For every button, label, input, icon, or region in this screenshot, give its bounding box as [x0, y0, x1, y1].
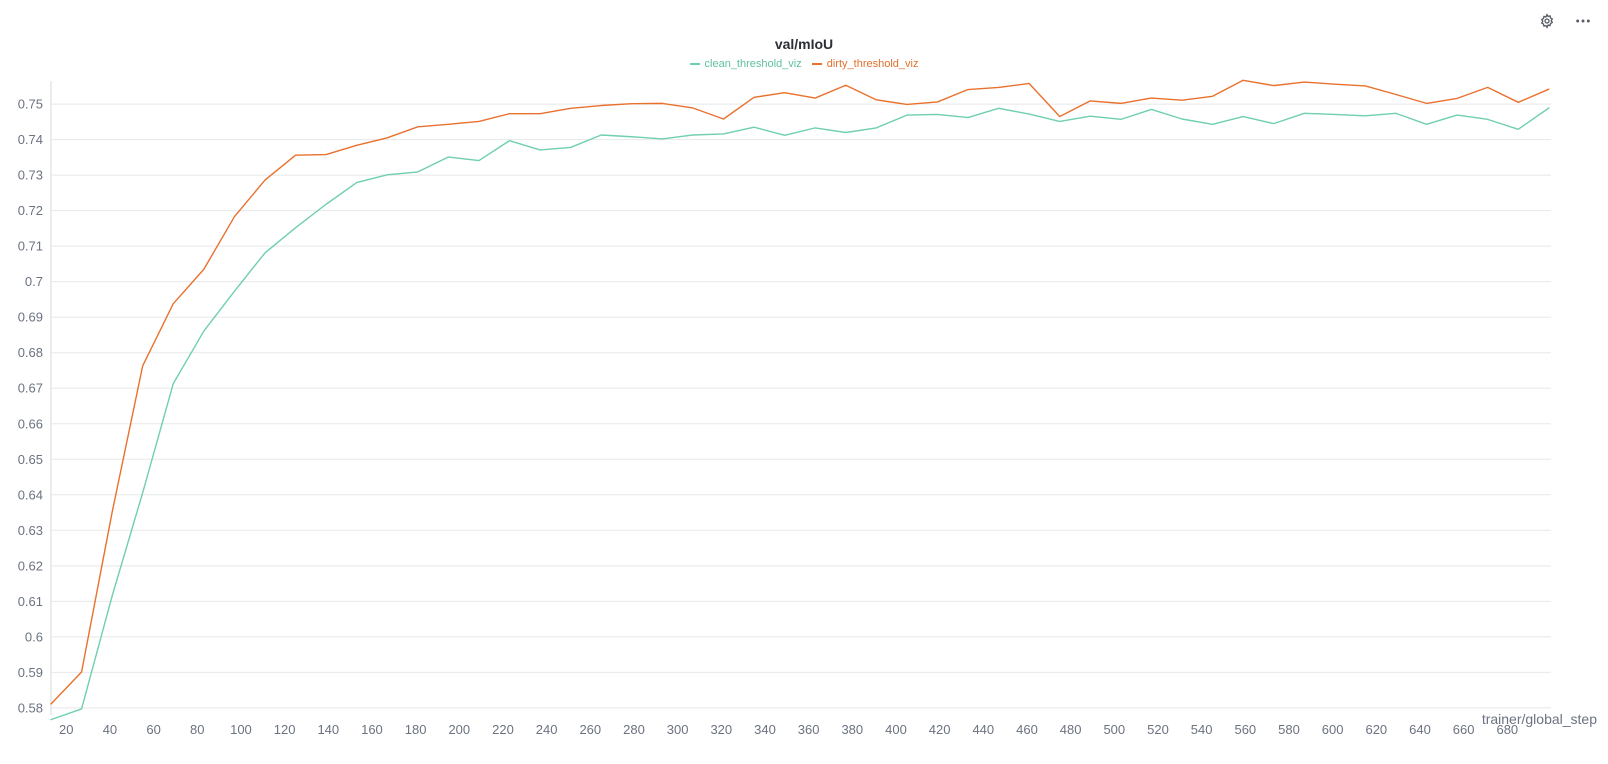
legend-item-clean[interactable]: clean_threshold_viz [689, 58, 802, 70]
x-tick-label: 240 [536, 722, 558, 737]
grid-layer [51, 103, 1551, 709]
x-tick-label: 20 [59, 722, 73, 737]
y-tick-label: 0.72 [18, 203, 43, 218]
x-tick-label: 120 [274, 722, 296, 737]
y-tick-label: 0.67 [18, 381, 43, 396]
x-tick-label: 460 [1016, 722, 1038, 737]
x-tick-label: 420 [929, 722, 951, 737]
x-tick-label: 340 [754, 722, 776, 737]
x-tick-label: 500 [1103, 722, 1125, 737]
x-tick-label: 160 [361, 722, 383, 737]
legend-label-dirty: dirty_threshold_viz [826, 58, 919, 70]
legend-swatch-clean [689, 63, 700, 65]
y-tick-label: 0.68 [18, 345, 43, 360]
x-tick-label: 60 [146, 722, 160, 737]
x-tick-label: 440 [972, 722, 994, 737]
x-tick-label: 80 [190, 722, 204, 737]
legend-item-dirty[interactable]: dirty_threshold_viz [811, 58, 919, 70]
x-tick-label: 100 [230, 722, 252, 737]
x-tick-label: 260 [579, 722, 601, 737]
x-tick-label: 540 [1191, 722, 1213, 737]
ellipsis-icon[interactable] [1572, 10, 1594, 32]
y-tick-label: 0.66 [18, 416, 43, 431]
series-layer [50, 79, 1550, 721]
x-tick-label: 560 [1234, 722, 1256, 737]
x-tick-label: 580 [1278, 722, 1300, 737]
panel-actions [1536, 10, 1594, 32]
x-tick-label: 480 [1060, 722, 1082, 737]
x-tick-label: 360 [798, 722, 820, 737]
x-tick-label: 220 [492, 722, 514, 737]
y-tick-label: 0.62 [18, 558, 43, 573]
axis-layer: 0.58 0.59 0.6 0.61 0.62 0.63 0.64 0.65 0.66 0.67 0… [18, 81, 1518, 737]
x-tick-label: 280 [623, 722, 645, 737]
y-tick-label: 0.59 [18, 665, 43, 680]
y-tick-label: 0.58 [18, 700, 43, 715]
x-tick-label: 40 [103, 722, 117, 737]
x-tick-label: 620 [1365, 722, 1387, 737]
y-tick-label: 0.65 [18, 452, 43, 467]
x-tick-label: 300 [667, 722, 689, 737]
series-line-dirty_threshold_viz[interactable] [50, 79, 1550, 705]
y-tick-label: 0.7 [25, 274, 43, 289]
x-tick-label: 380 [841, 722, 863, 737]
x-tick-label: 640 [1409, 722, 1431, 737]
x-tick-label: 200 [448, 722, 470, 737]
legend-label-clean: clean_threshold_viz [704, 58, 802, 70]
y-tick-label: 0.73 [18, 168, 43, 183]
x-tick-label: 320 [710, 722, 732, 737]
y-tick-label: 0.69 [18, 310, 43, 325]
chart-title: val/mIoU [774, 36, 834, 52]
y-tick-label: 0.61 [18, 594, 43, 609]
legend-swatch-dirty [811, 63, 822, 65]
x-tick-label: 520 [1147, 722, 1169, 737]
y-tick-label: 0.6 [25, 629, 43, 644]
x-tick-label: 400 [885, 722, 907, 737]
x-tick-label: 600 [1322, 722, 1344, 737]
y-tick-label: 0.71 [18, 239, 43, 254]
series-line-clean_threshold_viz[interactable] [50, 107, 1550, 721]
y-tick-label: 0.63 [18, 523, 43, 538]
y-tick-label: 0.75 [18, 97, 43, 112]
x-tick-label: 140 [317, 722, 339, 737]
x-tick-label: 680 [1496, 722, 1518, 737]
x-axis-label: trainer/global_step [1482, 711, 1597, 727]
y-tick-label: 0.74 [18, 132, 43, 147]
x-tick-label: 180 [405, 722, 427, 737]
gear-icon[interactable] [1536, 10, 1558, 32]
chart-legend: clean_threshold_viz dirty_threshold_viz [0, 58, 1608, 70]
y-tick-label: 0.64 [18, 487, 43, 502]
x-tick-label: 660 [1453, 722, 1475, 737]
